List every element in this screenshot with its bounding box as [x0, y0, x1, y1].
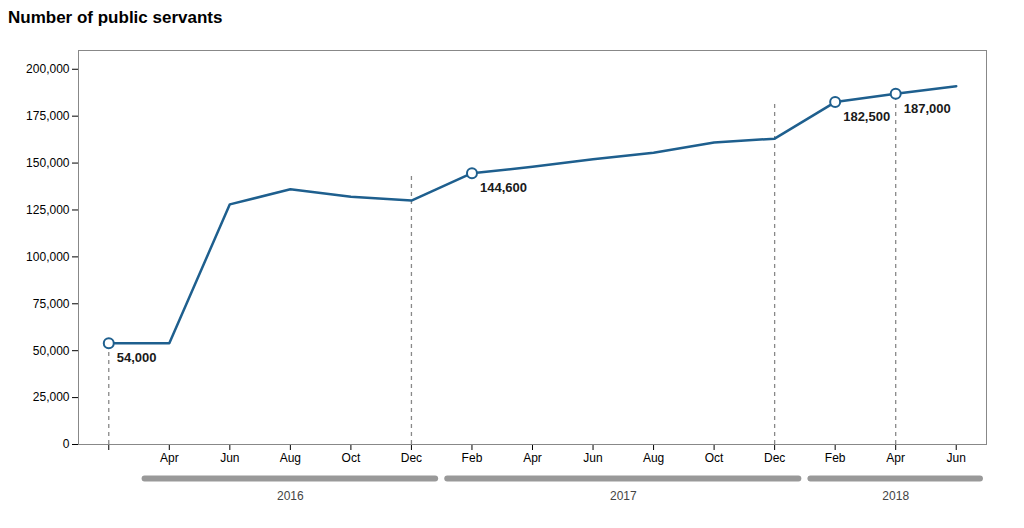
svg-text:Apr: Apr — [523, 451, 542, 465]
svg-text:187,000: 187,000 — [904, 101, 951, 116]
svg-text:Dec: Dec — [764, 451, 785, 465]
svg-text:2018: 2018 — [882, 489, 909, 503]
svg-text:75,000: 75,000 — [33, 297, 70, 311]
svg-text:Jun: Jun — [947, 451, 966, 465]
svg-text:125,000: 125,000 — [26, 203, 70, 217]
svg-text:Jun: Jun — [583, 451, 602, 465]
svg-text:Jun: Jun — [220, 451, 239, 465]
svg-text:54,000: 54,000 — [117, 350, 157, 365]
svg-text:Apr: Apr — [160, 451, 179, 465]
svg-text:200,000: 200,000 — [26, 62, 70, 76]
svg-text:2016: 2016 — [277, 489, 304, 503]
svg-text:Feb: Feb — [462, 451, 483, 465]
svg-text:50,000: 50,000 — [33, 344, 70, 358]
svg-text:175,000: 175,000 — [26, 109, 70, 123]
svg-text:Feb: Feb — [825, 451, 846, 465]
svg-text:182,500: 182,500 — [843, 109, 890, 124]
svg-text:150,000: 150,000 — [26, 156, 70, 170]
svg-text:Apr: Apr — [886, 451, 905, 465]
svg-text:Dec: Dec — [401, 451, 422, 465]
html-text:Number of public servants: Number of public servants — [8, 8, 223, 27]
svg-text:0: 0 — [63, 437, 70, 451]
svg-text:Aug: Aug — [643, 451, 664, 465]
svg-text:Oct: Oct — [705, 451, 724, 465]
svg-text:25,000: 25,000 — [33, 390, 70, 404]
svg-text:100,000: 100,000 — [26, 250, 70, 264]
svg-text:144,600: 144,600 — [480, 180, 527, 195]
svg-text:Oct: Oct — [342, 451, 361, 465]
svg-text:2017: 2017 — [610, 489, 637, 503]
svg-text:Aug: Aug — [280, 451, 301, 465]
